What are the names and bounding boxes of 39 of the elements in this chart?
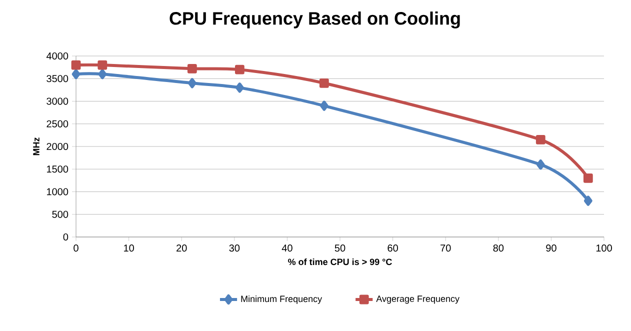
point	[234, 64, 244, 74]
x-tick-label: 60	[388, 244, 398, 252]
x-tick-label: 30	[229, 244, 240, 252]
x-tick-label: 40	[282, 244, 292, 252]
point	[583, 173, 593, 183]
point	[235, 82, 244, 93]
chart-title: CPU Frequency Based on Cooling	[170, 12, 460, 28]
y-axis-title: MHz	[33, 138, 40, 156]
x-tick-label: 10	[124, 244, 134, 252]
y-tick-label: 2500	[46, 120, 68, 128]
point	[72, 68, 80, 80]
point	[98, 68, 107, 80]
x-axis-title: % of time CPU is > 99 °C	[288, 258, 392, 266]
y-tick-label: 3500	[46, 75, 68, 82]
point	[187, 64, 197, 74]
x-tick-label: 70	[440, 244, 451, 252]
y-tick-label: 1500	[47, 166, 68, 173]
x-tick-label: 80	[493, 244, 504, 252]
legend-label: Avgerage Frequency	[376, 296, 460, 304]
x-tick-label: 100	[596, 244, 612, 252]
point	[188, 78, 196, 88]
point	[584, 196, 592, 206]
x-tick-label: 0	[74, 244, 78, 252]
y-tick-label: 0	[63, 233, 68, 241]
x-tick-label: 90	[546, 244, 556, 252]
y-tick-label: 3000	[46, 98, 68, 105]
y-tick-label: 500	[52, 210, 68, 218]
y-tick-label: 2000	[46, 142, 68, 150]
y-tick-label: 4000	[46, 52, 68, 60]
point	[536, 159, 545, 170]
point	[98, 60, 108, 70]
y-tick-label: 1000	[47, 188, 68, 196]
point	[320, 100, 328, 111]
point	[71, 60, 81, 70]
point	[536, 135, 546, 144]
legend-label: Minimum Frequency	[241, 295, 322, 304]
x-tick-label: 20	[176, 244, 187, 252]
point	[319, 78, 329, 88]
x-tick-label: 50	[334, 244, 346, 252]
